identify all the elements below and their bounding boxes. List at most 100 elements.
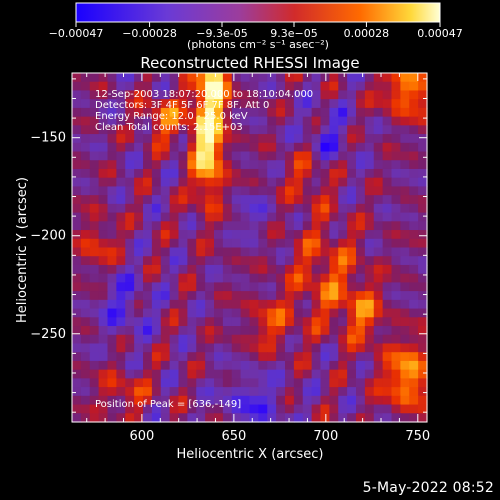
heatmap-cell [276,107,286,118]
heatmap-cell [347,142,357,153]
heatmap-cell [80,413,91,423]
heatmap-cell [151,238,162,249]
heatmap-cell [222,238,233,249]
heatmap-cell [125,264,135,275]
heatmap-cell [258,151,268,161]
heatmap-cell [302,221,313,231]
heatmap-cell [320,404,330,414]
heatmap-cell [400,264,410,275]
heatmap-cell [160,264,171,275]
heatmap-cell [222,212,233,222]
heatmap-cell [364,73,375,83]
heatmap-cell [311,73,322,83]
heatmap-cell [107,404,117,414]
heatmap-cell [302,238,313,249]
heatmap-cell [311,151,322,161]
heatmap-cell [125,230,135,240]
heatmap-cell [205,151,215,161]
heatmap-cell [160,291,171,301]
axes: 600 650 700 750−150−200−250 [30,73,430,444]
heatmap-cell [214,369,224,379]
heatmap-cell [187,230,197,240]
heatmap-cell [134,168,144,179]
heatmap-cell [240,378,251,388]
heatmap-cell [382,404,393,414]
heatmap-cell [125,177,135,188]
heatmap-cell [373,134,384,144]
heatmap-cell [125,256,135,266]
heatmap-cell [187,81,197,92]
heatmap-cell [276,116,286,126]
heatmap-cell [249,125,259,135]
heatmap-cell [143,186,153,196]
heatmap-cell [116,186,126,196]
heatmap-cell [400,134,410,144]
heatmap-cell [205,413,215,423]
heatmap-cell [418,168,428,179]
heatmap-cell [249,177,259,188]
heatmap-cell [267,142,277,153]
heatmap-cell [151,291,162,301]
heatmap-cell [302,212,313,222]
heatmap-cell [293,238,304,249]
heatmap-cell [160,160,171,170]
heatmap-cell [214,387,224,397]
heatmap-cell [329,186,339,196]
heatmap-cell [382,291,393,301]
heatmap-cell [80,142,91,153]
heatmap-cell [302,99,313,109]
heatmap-cell [187,107,197,118]
heatmap-cell [267,73,277,83]
heatmap-cell [80,73,91,83]
timestamp: 5-May-2022 08:52 [362,480,494,496]
heatmap-cell [285,221,295,231]
heatmap-cell [267,299,277,310]
heatmap-cell [382,282,393,292]
heatmap-cell [151,212,162,222]
heatmap-cell [143,230,153,240]
heatmap-cell [80,395,91,406]
heatmap-cell [320,230,330,240]
heatmap-cell [231,195,242,205]
heatmap-cell [98,125,109,135]
heatmap-cell [347,212,357,222]
heatmap-cell [347,90,357,100]
heatmap-cell [373,186,384,196]
heatmap-cell [187,413,197,423]
heatmap-cell [267,326,277,336]
heatmap-cell [205,177,215,188]
heatmap-cell [400,73,410,83]
heatmap-cell [418,203,428,214]
heatmap-cell [276,247,286,257]
heatmap-cell [169,352,180,362]
heatmap-cell [347,107,357,118]
heatmap-cell [249,334,259,345]
heatmap-cell [320,134,330,144]
heatmap-cell [151,413,162,423]
heatmap-cell [267,413,277,423]
heatmap-cell [160,238,171,249]
heatmap-cell [98,326,109,336]
heatmap-cell [409,230,419,240]
heatmap-cell [178,168,188,179]
heatmap-cell [356,334,366,345]
heatmap-cell [258,413,268,423]
heatmap-cell [125,125,135,135]
heatmap-cell [391,73,401,83]
heatmap-cell [329,317,339,327]
heatmap-cell [418,195,428,205]
heatmap-cell [222,125,233,135]
heatmap-cell [364,299,375,310]
heatmap-cell [267,230,277,240]
heatmap-cell [400,395,410,406]
heatmap-cell [89,142,100,153]
heatmap-cell [107,282,117,292]
heatmap-cell [72,238,82,249]
heatmap-cell [240,343,251,353]
heatmap-cell [364,378,375,388]
heatmap-cell [249,230,259,240]
heatmap-cell [276,413,286,423]
heatmap-cell [293,334,304,345]
heatmap-cell [98,264,109,275]
heatmap-cell [391,326,401,336]
